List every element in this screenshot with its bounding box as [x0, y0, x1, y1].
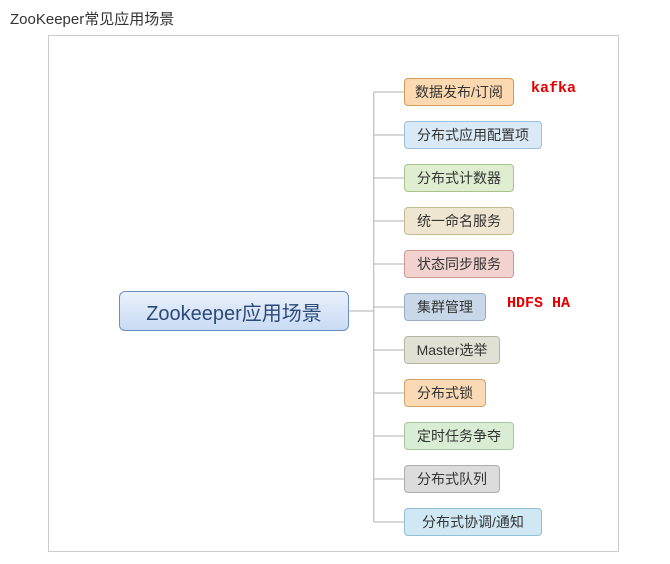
child-node: 分布式锁 — [404, 379, 486, 407]
child-node: 定时任务争夺 — [404, 422, 514, 450]
child-node: 分布式协调/通知 — [404, 508, 542, 536]
child-label: 分布式锁 — [417, 383, 473, 403]
child-label: 统一命名服务 — [417, 211, 501, 231]
child-label: 数据发布/订阅 — [415, 82, 503, 102]
child-label: 集群管理 — [417, 297, 473, 317]
child-node: 集群管理 — [404, 293, 486, 321]
child-label: 状态同步服务 — [417, 254, 501, 274]
child-label: 分布式应用配置项 — [417, 125, 529, 145]
child-label: Master选举 — [417, 340, 488, 360]
child-node: 状态同步服务 — [404, 250, 514, 278]
child-node: 分布式队列 — [404, 465, 500, 493]
child-label: 分布式协调/通知 — [422, 512, 524, 532]
root-node: Zookeeper应用场景 — [119, 291, 349, 331]
child-label: 分布式队列 — [417, 469, 487, 489]
diagram-frame: Zookeeper应用场景 数据发布/订阅 kafka 分布式应用配置项分布式计数器… — [48, 35, 619, 552]
child-node: 数据发布/订阅 — [404, 78, 514, 106]
child-label: 分布式计数器 — [417, 168, 501, 188]
child-node: 统一命名服务 — [404, 207, 514, 235]
child-node: 分布式计数器 — [404, 164, 514, 192]
child-node: Master选举 — [404, 336, 500, 364]
annotation-label: HDFS HA — [507, 295, 570, 312]
annotation-label: kafka — [531, 80, 576, 97]
child-node: 分布式应用配置项 — [404, 121, 542, 149]
page-title: ZooKeeper常见应用场景 — [0, 0, 670, 35]
child-label: 定时任务争夺 — [417, 426, 501, 446]
